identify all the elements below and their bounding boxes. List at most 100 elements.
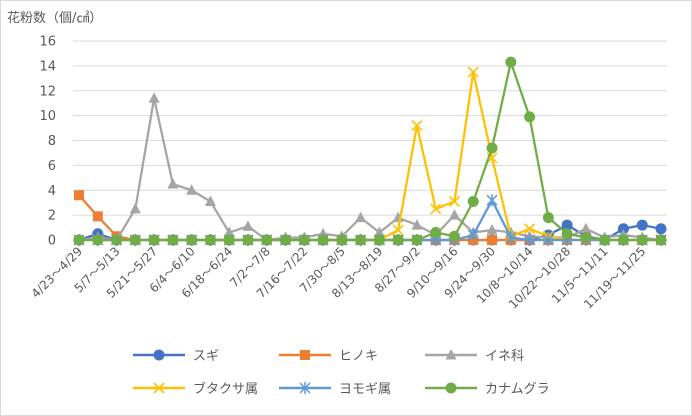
- data-point-s3-17: [392, 224, 404, 236]
- data-point-s4-23: [505, 231, 517, 244]
- legend-label-1: ヒノキ: [339, 349, 378, 364]
- data-point-s2-8: [223, 226, 235, 238]
- data-point-s5-6: [186, 234, 198, 246]
- data-point-s1-22: [487, 235, 498, 245]
- y-tick-label-0: 0: [48, 234, 56, 249]
- gridlines: [73, 40, 667, 241]
- data-point-s5-3: [129, 234, 141, 246]
- legend-label-4: ヨモギ属: [339, 382, 391, 397]
- data-point-s5-15: [355, 234, 367, 246]
- data-point-s5-14: [336, 234, 348, 246]
- data-point-s2-7: [204, 195, 216, 206]
- data-point-s5-13: [317, 234, 329, 246]
- data-point-s5-20: [448, 230, 460, 242]
- legend-swatch-marker-5: [445, 382, 457, 394]
- legend-swatch-marker-3: [153, 382, 165, 394]
- data-point-s4-21: [467, 229, 479, 242]
- data-point-s1-1: [92, 211, 103, 222]
- legend-label-2: イネ科: [485, 349, 524, 364]
- y-tick-label-10: 10: [39, 109, 56, 124]
- data-point-s5-7: [204, 234, 216, 246]
- legend-item-1: ヒノキ: [279, 349, 378, 364]
- data-point-s5-26: [561, 228, 573, 240]
- data-point-s4-24: [524, 234, 536, 246]
- data-point-s5-25: [542, 212, 554, 224]
- data-point-s5-21: [467, 195, 479, 207]
- data-point-s5-29: [617, 234, 629, 246]
- y-tick-label-12: 12: [39, 84, 56, 99]
- series-line-0: [78, 223, 662, 242]
- data-point-s0-31: [655, 223, 667, 235]
- series-4: [73, 194, 667, 246]
- legend-item-5: カナムグラ: [425, 382, 550, 397]
- data-point-s0-30: [636, 219, 648, 231]
- plot-area: [73, 56, 667, 246]
- legend-item-2: イネ科: [425, 349, 524, 364]
- data-point-s3-24: [524, 223, 536, 235]
- series-2: [73, 92, 667, 245]
- data-point-s2-5: [167, 178, 179, 189]
- y-tick-label-8: 8: [48, 134, 56, 149]
- y-tick-label-2: 2: [48, 209, 56, 224]
- data-point-s1-0: [74, 190, 84, 201]
- data-point-s3-20: [448, 195, 461, 208]
- legend-swatch-marker-1: [300, 350, 310, 360]
- data-point-s5-5: [167, 234, 179, 246]
- data-point-s4-25: [542, 234, 554, 246]
- data-point-s3-21: [467, 66, 479, 78]
- data-point-s5-24: [524, 111, 536, 123]
- legend-item-0: スギ: [133, 349, 219, 364]
- data-point-s3-19: [430, 203, 442, 215]
- data-point-s5-31: [655, 234, 667, 246]
- data-point-s5-10: [261, 234, 273, 246]
- data-point-s5-22: [486, 142, 498, 154]
- data-point-s2-22: [486, 224, 498, 235]
- series-line-2: [78, 97, 662, 242]
- data-point-s2-27: [580, 222, 592, 234]
- y-axis: 0 2 4 6 8 10 12 14 16: [39, 35, 56, 249]
- legend-item-3: ブタクサ属: [133, 381, 258, 397]
- data-point-s5-23: [505, 56, 517, 68]
- legend-label-3: ブタクサ属: [193, 381, 258, 397]
- data-point-s5-11: [280, 234, 292, 246]
- data-point-s3-18: [411, 120, 423, 132]
- legend-label-0: スギ: [193, 349, 219, 364]
- legend-label-5: カナムグラ: [485, 382, 550, 397]
- data-point-s5-19: [430, 227, 442, 239]
- legend-item-4: ヨモギ属: [279, 382, 391, 397]
- data-point-s2-15: [355, 211, 367, 223]
- y-tick-label-6: 6: [48, 159, 56, 174]
- x-axis: 4/23～4/295/7～5/135/21～5/276/4～6/106/18～6…: [29, 244, 649, 311]
- legend-swatch-marker-4: [299, 382, 311, 394]
- data-point-s5-16: [373, 234, 385, 246]
- y-tick-label-14: 14: [39, 59, 56, 74]
- data-point-s5-12: [298, 234, 310, 246]
- data-point-s2-6: [186, 184, 198, 195]
- data-point-s5-30: [636, 234, 648, 246]
- y-axis-unit-label: 花粉数（個/㎠）: [7, 11, 103, 26]
- data-point-s5-0: [73, 234, 85, 246]
- data-point-s5-9: [242, 234, 254, 246]
- y-tick-label-4: 4: [48, 184, 56, 199]
- data-point-s5-17: [392, 234, 404, 246]
- data-point-s2-20: [448, 209, 460, 220]
- data-point-s5-27: [580, 232, 592, 244]
- data-point-s2-18: [411, 219, 423, 230]
- data-point-s2-3: [129, 202, 141, 214]
- data-point-s5-18: [411, 234, 423, 246]
- data-point-s5-8: [223, 234, 235, 246]
- data-point-s5-1: [92, 234, 104, 246]
- data-point-s4-22: [486, 194, 498, 207]
- series-3: [73, 66, 667, 246]
- data-point-s2-4: [148, 92, 160, 103]
- data-point-s5-28: [599, 234, 611, 246]
- data-point-s2-16: [373, 226, 385, 238]
- legend-swatch-marker-0: [153, 349, 165, 361]
- data-point-s5-2: [111, 234, 123, 246]
- x-tick-label-0: 4/23～4/29: [29, 244, 86, 301]
- data-point-s2-9: [242, 220, 254, 231]
- series-5: [73, 56, 667, 246]
